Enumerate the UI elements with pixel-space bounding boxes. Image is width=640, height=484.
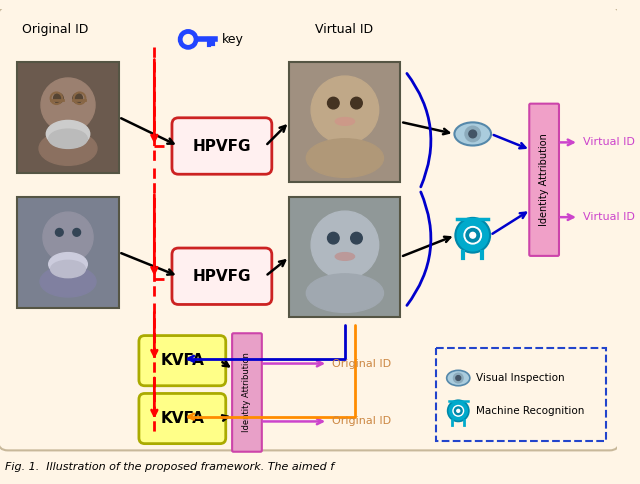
- FancyBboxPatch shape: [172, 248, 272, 304]
- Circle shape: [454, 407, 462, 415]
- Text: Machine Recognition: Machine Recognition: [476, 406, 584, 416]
- FancyBboxPatch shape: [529, 104, 559, 256]
- Circle shape: [328, 97, 339, 109]
- Ellipse shape: [49, 253, 87, 276]
- Ellipse shape: [40, 266, 96, 297]
- Ellipse shape: [454, 122, 491, 146]
- Circle shape: [179, 30, 198, 49]
- Text: Identity Attribution: Identity Attribution: [243, 352, 252, 432]
- Text: Visual Inspection: Visual Inspection: [476, 373, 564, 383]
- FancyBboxPatch shape: [139, 393, 226, 444]
- Circle shape: [351, 97, 362, 109]
- Circle shape: [456, 376, 461, 380]
- FancyBboxPatch shape: [172, 118, 272, 174]
- Text: Virtual ID: Virtual ID: [582, 137, 635, 148]
- Ellipse shape: [447, 370, 470, 386]
- Circle shape: [73, 228, 81, 236]
- FancyBboxPatch shape: [436, 348, 606, 441]
- FancyBboxPatch shape: [17, 61, 118, 172]
- Circle shape: [328, 232, 339, 244]
- Circle shape: [469, 130, 477, 138]
- Circle shape: [54, 93, 63, 103]
- Circle shape: [311, 76, 379, 144]
- Text: Original ID: Original ID: [22, 23, 88, 36]
- Ellipse shape: [335, 118, 355, 125]
- Text: Virtual ID: Virtual ID: [582, 212, 635, 222]
- Text: HPVFG: HPVFG: [193, 269, 251, 284]
- Text: HPVFG: HPVFG: [193, 138, 251, 153]
- Circle shape: [311, 211, 379, 279]
- Circle shape: [183, 34, 193, 44]
- Circle shape: [56, 228, 63, 236]
- Circle shape: [457, 409, 460, 412]
- Circle shape: [73, 93, 83, 103]
- Text: Original ID: Original ID: [332, 359, 391, 368]
- FancyBboxPatch shape: [0, 7, 620, 451]
- FancyBboxPatch shape: [139, 335, 226, 386]
- Circle shape: [43, 212, 93, 262]
- FancyBboxPatch shape: [289, 61, 401, 182]
- Circle shape: [470, 232, 476, 238]
- Ellipse shape: [51, 260, 85, 278]
- Ellipse shape: [307, 139, 383, 177]
- Ellipse shape: [46, 121, 90, 148]
- Ellipse shape: [453, 406, 463, 416]
- Text: KVFA: KVFA: [161, 411, 204, 426]
- FancyBboxPatch shape: [232, 333, 262, 452]
- Text: Virtual ID: Virtual ID: [316, 23, 374, 36]
- Ellipse shape: [307, 274, 383, 313]
- Ellipse shape: [39, 132, 97, 166]
- Text: KVFA: KVFA: [161, 353, 204, 368]
- Text: key: key: [222, 33, 244, 46]
- Circle shape: [453, 373, 463, 383]
- FancyBboxPatch shape: [17, 197, 118, 308]
- Circle shape: [465, 126, 481, 142]
- Circle shape: [351, 232, 362, 244]
- FancyBboxPatch shape: [289, 197, 401, 317]
- Ellipse shape: [335, 253, 355, 260]
- Ellipse shape: [49, 129, 87, 149]
- Text: Fig. 1.  Illustration of the proposed framework. The aimed f: Fig. 1. Illustration of the proposed fra…: [5, 462, 334, 472]
- Circle shape: [41, 78, 95, 132]
- Circle shape: [466, 228, 479, 242]
- Ellipse shape: [464, 227, 481, 244]
- Text: Identity Attribution: Identity Attribution: [539, 133, 549, 226]
- Ellipse shape: [456, 218, 490, 253]
- Text: Original ID: Original ID: [332, 416, 391, 426]
- Ellipse shape: [447, 400, 469, 422]
